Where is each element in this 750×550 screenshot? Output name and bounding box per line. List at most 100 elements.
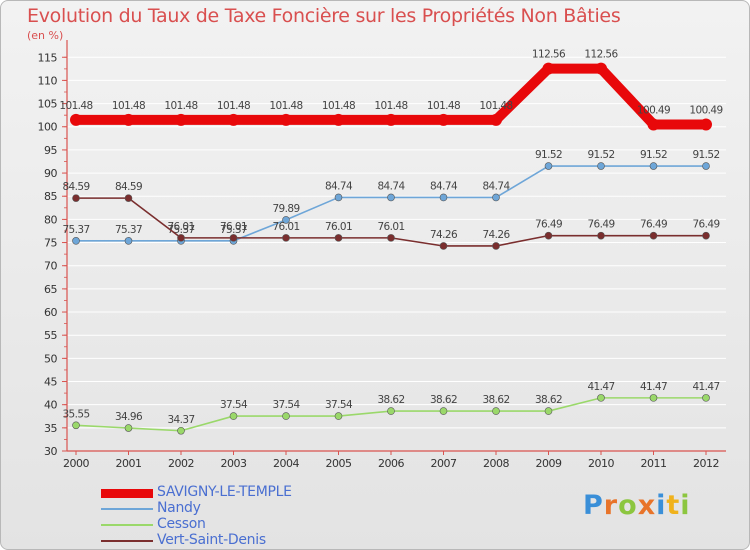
- data-label: 34.37: [167, 414, 194, 426]
- y-tick-label: 115: [38, 51, 58, 64]
- data-label: 75.37: [62, 224, 89, 236]
- logo-letter: i: [656, 490, 667, 521]
- data-label: 76.49: [535, 219, 562, 231]
- data-point: [387, 234, 395, 242]
- y-tick-label: 95: [44, 144, 57, 157]
- data-point: [334, 234, 343, 242]
- data-point: [439, 193, 448, 202]
- data-point: [439, 407, 448, 415]
- data-label: 34.96: [115, 411, 143, 423]
- data-label: 74.26: [482, 229, 510, 241]
- data-label: 112.56: [532, 49, 566, 61]
- x-tick-label: 2009: [536, 457, 562, 470]
- data-label: 101.48: [479, 100, 512, 112]
- logo-letter: r: [603, 490, 619, 521]
- data-label: 101.48: [269, 100, 302, 112]
- chart-title: Evolution du Taux de Taxe Foncière sur l…: [27, 5, 621, 27]
- data-label: 37.54: [272, 399, 300, 411]
- data-label: 91.52: [535, 149, 562, 161]
- data-point: [595, 62, 607, 75]
- data-label: 38.62: [482, 394, 509, 406]
- data-label: 101.48: [217, 100, 250, 112]
- x-tick-label: 2003: [221, 457, 247, 470]
- data-label: 35.55: [62, 408, 89, 420]
- data-point: [492, 242, 500, 250]
- data-point: [544, 162, 553, 170]
- legend-label: Nandy: [157, 500, 201, 516]
- data-point: [387, 193, 395, 202]
- y-tick-label: 70: [44, 260, 57, 273]
- data-label: 76.49: [692, 219, 719, 231]
- legend-label: Vert-Saint-Denis: [157, 532, 266, 548]
- logo-letter: i: [680, 490, 691, 521]
- data-point: [124, 424, 133, 432]
- data-label: 101.48: [322, 100, 355, 112]
- data-label: 74.26: [430, 229, 458, 241]
- data-point: [124, 194, 133, 202]
- data-point: [282, 216, 290, 224]
- data-label: 112.56: [584, 49, 618, 61]
- data-label: 75.37: [115, 224, 142, 236]
- logo-letter: o: [618, 490, 638, 521]
- y-tick-label: 30: [44, 445, 57, 458]
- data-point: [229, 412, 238, 420]
- data-point: [544, 231, 553, 240]
- data-point: [597, 394, 605, 402]
- x-tick-label: 2012: [693, 457, 719, 470]
- data-label: 38.62: [377, 394, 404, 406]
- data-label: 41.47: [640, 381, 667, 393]
- data-label: 100.49: [637, 104, 670, 116]
- data-label: 101.48: [374, 100, 407, 112]
- data-label: 41.47: [587, 381, 614, 393]
- data-label: 38.62: [430, 394, 457, 406]
- data-label: 101.48: [59, 100, 92, 112]
- data-label: 101.48: [164, 100, 197, 112]
- data-point: [597, 231, 605, 240]
- data-point: [124, 237, 133, 245]
- data-label: 84.74: [377, 180, 405, 192]
- x-tick-label: 2005: [326, 457, 352, 470]
- legend-swatch: [101, 508, 153, 510]
- data-point: [387, 407, 395, 415]
- data-point: [227, 113, 240, 126]
- x-tick-label: 2001: [116, 457, 142, 470]
- data-point: [332, 113, 345, 126]
- data-label: 91.52: [640, 149, 667, 161]
- data-label: 91.52: [692, 149, 719, 161]
- data-point: [72, 194, 80, 202]
- data-label: 76.01: [220, 221, 247, 233]
- legend-label: Cesson: [157, 516, 206, 532]
- x-tick-label: 2004: [273, 457, 299, 470]
- data-point: [649, 231, 658, 240]
- data-label: 91.52: [587, 149, 614, 161]
- legend-label: SAVIGNY-LE-TEMPLE: [157, 484, 292, 500]
- data-label: 79.89: [272, 203, 299, 215]
- logo-letter: P: [583, 490, 604, 521]
- data-point: [649, 394, 658, 402]
- data-label: 84.74: [325, 180, 353, 192]
- data-point: [437, 113, 450, 126]
- y-tick-label: 80: [44, 213, 57, 226]
- data-point: [72, 421, 80, 430]
- data-label: 76.01: [272, 221, 299, 233]
- y-tick-label: 65: [44, 283, 57, 296]
- data-point: [490, 113, 502, 126]
- proxiti-logo: Proxiti: [583, 490, 691, 521]
- x-tick-label: 2000: [63, 457, 89, 470]
- data-label: 100.49: [689, 104, 722, 116]
- data-label: 41.47: [692, 381, 719, 393]
- data-label: 76.01: [377, 221, 404, 233]
- y-tick-label: 90: [44, 167, 57, 180]
- y-unit-label: (en %): [27, 29, 64, 42]
- data-point: [70, 113, 82, 126]
- y-tick-label: 100: [38, 121, 58, 134]
- data-point: [280, 113, 292, 126]
- data-label: 76.01: [167, 221, 194, 233]
- data-label: 84.74: [430, 180, 458, 192]
- y-tick-label: 105: [38, 98, 58, 111]
- y-tick-label: 75: [44, 237, 57, 250]
- data-point: [492, 407, 500, 415]
- data-point: [647, 118, 660, 131]
- data-point: [439, 242, 448, 250]
